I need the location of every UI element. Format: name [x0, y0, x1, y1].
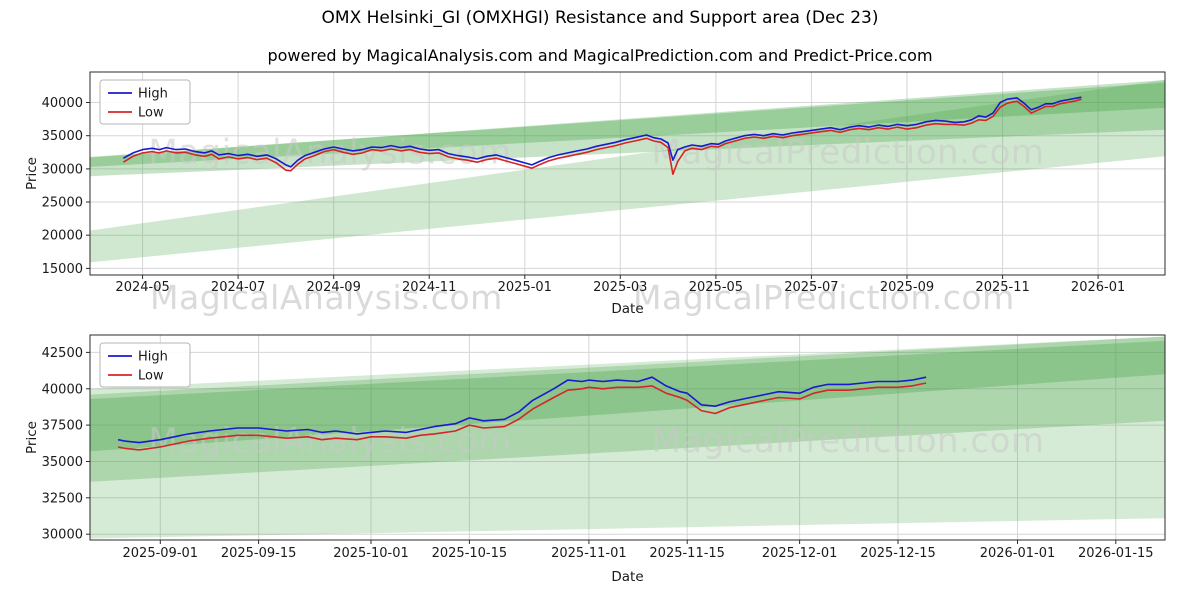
support-resistance-band: [90, 340, 1165, 452]
y-tick-label: 25000: [42, 196, 83, 211]
legend-high-label: High: [138, 87, 168, 102]
x-tick-label: 2025-09: [880, 280, 934, 295]
y-tick-label: 20000: [42, 229, 83, 244]
watermark-analysis-text: MagicalAnalysis.com: [148, 421, 511, 461]
y-tick-label: 32500: [42, 491, 83, 506]
bottom-price-chart: MagicalAnalysis.com MagicalPrediction.com…: [24, 334, 1166, 585]
x-tick-label: 2025-03: [593, 280, 647, 295]
x-axis-label: Date: [611, 569, 643, 585]
legend: High Low: [99, 342, 191, 388]
legend-box: [99, 79, 191, 125]
x-tick-label: 2026-01-01: [980, 546, 1056, 561]
support-resistance-band: [90, 82, 1165, 167]
x-tick-label: 2024-11: [402, 280, 456, 295]
x-tick-label: 2026-01-15: [1078, 546, 1154, 561]
y-tick-label: 15000: [42, 262, 83, 277]
x-tick-label: 2025-07: [784, 280, 838, 295]
band-group: [90, 80, 1165, 263]
y-axis-label: Price: [24, 157, 40, 190]
y-tick-label: 42500: [42, 346, 83, 361]
y-tick-label: 30000: [42, 162, 83, 177]
x-tick-label: 2025-05: [689, 280, 743, 295]
legend-high-label: High: [138, 350, 168, 365]
x-axis-label: Date: [611, 301, 643, 317]
x-tick-label: 2024-07: [211, 280, 265, 295]
plot-border: [89, 334, 1166, 541]
top-price-chart: MagicalAnalysis.com MagicalPrediction.com…: [24, 71, 1166, 317]
x-tick-label: 2025-11-15: [649, 546, 725, 561]
y-tick-label: 35000: [42, 129, 83, 144]
legend-low-label: Low: [138, 106, 164, 121]
support-resistance-band: [90, 80, 1165, 263]
support-resistance-band: [90, 80, 1165, 177]
support-resistance-band: [90, 336, 1165, 482]
x-tick-label: 2025-11: [975, 280, 1029, 295]
x-tick-label: 2026-01: [1071, 280, 1125, 295]
y-tick-label: 35000: [42, 455, 83, 470]
low-line: [122, 98, 1082, 175]
x-tick-label: 2025-09-15: [221, 546, 297, 561]
x-tick-label: 2025-10-15: [432, 546, 508, 561]
y-tick-label: 37500: [42, 419, 83, 434]
x-tick-label: 2024-09: [307, 280, 361, 295]
legend-low-label: Low: [138, 369, 164, 384]
y-axis-label: Price: [24, 421, 40, 454]
x-tick-label: 2025-09-01: [123, 546, 199, 561]
legend-box: [99, 342, 191, 388]
high-line: [123, 96, 1082, 168]
x-tick-label: 2025-11-01: [551, 546, 627, 561]
watermark-prediction-text: MagicalPrediction.com: [652, 421, 1045, 461]
x-tick-label: 2024-05: [115, 280, 169, 295]
legend: High Low: [99, 79, 191, 125]
y-tick-label: 30000: [42, 528, 83, 543]
y-tick-label: 40000: [42, 382, 83, 397]
watermark-prediction-text: MagicalPrediction.com: [652, 132, 1045, 172]
high-line: [117, 376, 927, 444]
figure-subtitle: powered by MagicalAnalysis.com and Magic…: [267, 46, 933, 65]
low-line: [117, 382, 927, 451]
figure-title: OMX Helsinki_GI (OMXHGI) Resistance and …: [321, 8, 879, 28]
y-tick-label: 40000: [42, 96, 83, 111]
x-tick-label: 2025-10-01: [333, 546, 409, 561]
x-tick-label: 2025-12-01: [762, 546, 838, 561]
x-tick-label: 2025-01: [498, 280, 552, 295]
x-tick-label: 2025-12-15: [860, 546, 936, 561]
plot-border: [89, 71, 1166, 276]
